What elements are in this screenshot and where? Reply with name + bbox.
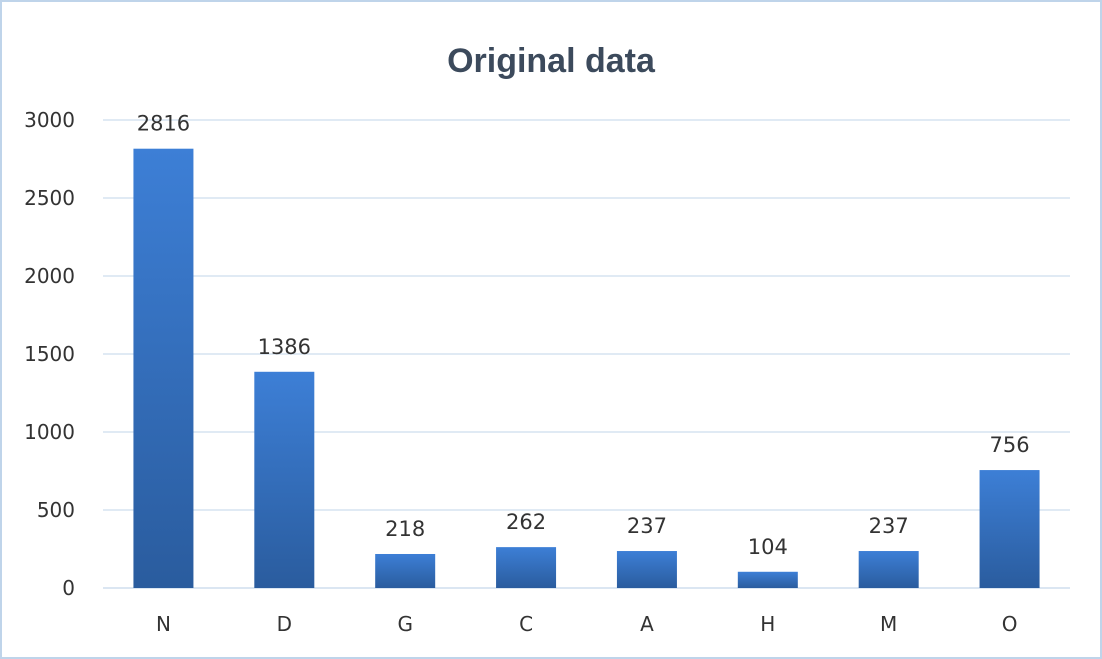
bar-m [858,551,919,588]
y-tick-label: 0 [62,576,75,600]
gridlines [103,119,1070,589]
y-tick-label: 2000 [24,264,75,288]
y-tick-label: 2500 [24,186,75,210]
data-label: 237 [627,514,667,538]
x-tick-label: O [1002,612,1018,636]
y-tick-label: 500 [37,498,75,522]
data-labels: 2816 1386 218 262 237 104 237 756 [137,112,1030,559]
bar-d [254,371,315,588]
x-tick-label: H [760,612,775,636]
x-tick-label: C [519,612,533,636]
data-label: 1386 [258,335,311,359]
y-axis-tick-labels: 0 500 1000 1500 2000 2500 3000 [24,108,75,600]
data-label: 262 [506,510,546,534]
y-tick-label: 1500 [24,342,75,366]
data-label: 756 [990,433,1030,457]
chart-title: Original data [447,42,655,80]
data-label: 237 [869,514,909,538]
x-tick-label: A [640,612,654,636]
data-label: 218 [385,517,425,541]
bar-n [133,148,194,589]
x-tick-label: M [880,612,897,636]
bar-a [616,551,677,588]
y-tick-label: 1000 [24,420,75,444]
bar-c [496,547,557,588]
y-tick-label: 3000 [24,108,75,132]
bar-h [737,571,798,588]
data-label: 2816 [137,112,190,136]
bar-g [375,553,436,588]
x-tick-label: D [277,612,292,636]
x-tick-label: G [397,612,413,636]
x-tick-label: N [156,612,171,636]
data-label: 104 [748,535,788,559]
bars [133,148,1040,589]
bar-o [979,470,1040,588]
